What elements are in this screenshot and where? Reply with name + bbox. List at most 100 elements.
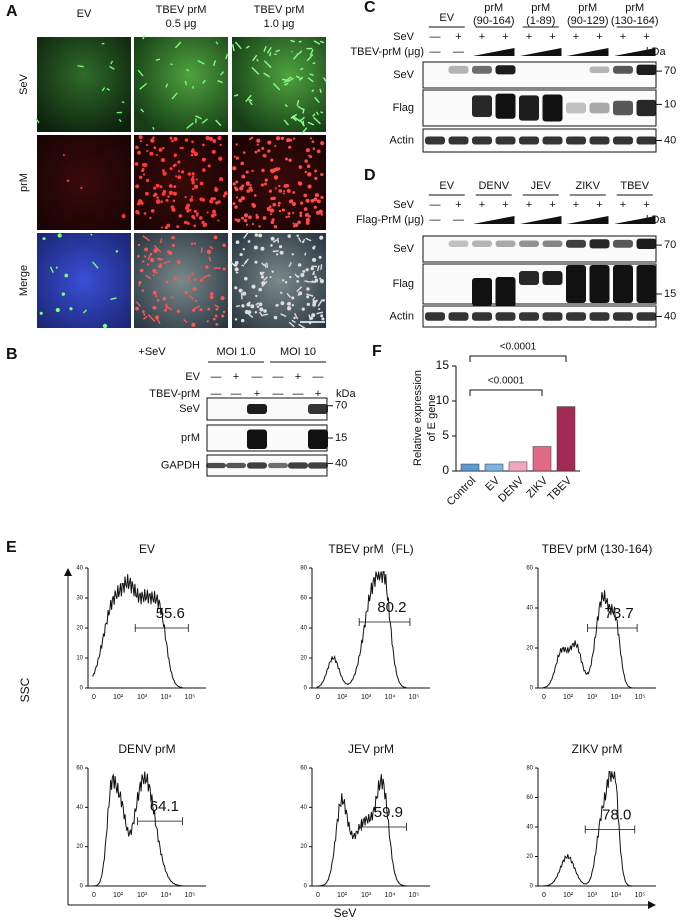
x-tick-label: 10³ [361, 892, 372, 899]
signal [245, 170, 249, 174]
signal [191, 322, 196, 327]
row-label: EV [185, 371, 200, 383]
signal [241, 184, 245, 188]
dose-triangle [520, 48, 562, 56]
signal [193, 184, 199, 189]
significance-label: <0.0001 [488, 376, 525, 387]
signal [272, 250, 279, 253]
signal [137, 150, 141, 155]
signal [143, 312, 146, 316]
row-label: TBEV-prM (μg) [350, 46, 424, 58]
band [542, 240, 563, 248]
signal [209, 199, 214, 204]
signal [302, 269, 306, 273]
signal [304, 280, 310, 283]
signal [214, 186, 217, 190]
signal [285, 157, 288, 161]
signal [222, 310, 226, 314]
signal [175, 175, 178, 178]
row-label: SeV [18, 73, 30, 94]
signal [278, 184, 281, 188]
signal [168, 184, 173, 188]
signal [184, 290, 189, 295]
signal [201, 274, 210, 280]
signal [306, 293, 314, 297]
signal [241, 174, 246, 179]
signal [139, 175, 143, 179]
signal [284, 104, 288, 108]
signal [312, 302, 316, 307]
signal [102, 323, 108, 329]
y-tick-label: 0 [80, 686, 84, 692]
signal [234, 263, 238, 267]
signal [185, 206, 190, 211]
panel-label: D [364, 167, 376, 184]
group-label: EV [439, 12, 454, 24]
band [247, 429, 267, 450]
signal [260, 246, 265, 251]
signal [220, 71, 225, 76]
signal [234, 318, 238, 321]
signal [281, 208, 286, 212]
signal [190, 149, 195, 154]
x-tick-label: 10² [563, 694, 574, 701]
signal [298, 40, 302, 43]
signal [252, 203, 257, 208]
band [448, 136, 469, 145]
x-tick-label: 10³ [137, 694, 148, 701]
signal [255, 302, 259, 306]
signal [167, 195, 170, 198]
band [566, 102, 586, 114]
band [636, 238, 657, 249]
signal [258, 287, 262, 292]
signal [138, 135, 143, 140]
signal [291, 253, 295, 256]
signal [207, 164, 211, 168]
signal [310, 266, 314, 271]
y-tick-label: 40 [526, 825, 533, 831]
band [636, 312, 657, 321]
sign: — [211, 371, 222, 383]
signal [288, 158, 292, 162]
signal [180, 170, 185, 174]
signal [258, 225, 261, 228]
signal [283, 190, 286, 193]
signal [166, 223, 171, 228]
kda-marker: 40 [664, 134, 676, 146]
gate [134, 624, 189, 632]
band [495, 136, 516, 145]
signal [259, 307, 264, 312]
signal [170, 63, 173, 66]
signal [312, 147, 316, 150]
signal [307, 184, 312, 189]
signal [263, 60, 272, 69]
signal [161, 191, 166, 196]
signal [248, 99, 253, 102]
signal [137, 69, 144, 77]
signal [283, 184, 288, 188]
signal [234, 267, 239, 272]
signal [305, 268, 309, 272]
signal [208, 136, 214, 141]
y-tick-label: 20 [526, 646, 533, 652]
signal [173, 137, 178, 142]
band [425, 312, 445, 321]
band [472, 278, 492, 306]
group-label: prM [531, 2, 550, 14]
signal [142, 235, 151, 242]
column-header: TBEV prM [254, 4, 305, 16]
signal [154, 271, 158, 274]
signal [270, 158, 274, 162]
signal [177, 175, 182, 180]
signal [221, 314, 225, 318]
sign: + [573, 199, 579, 211]
signal [134, 162, 139, 166]
signal [320, 111, 324, 114]
signal [261, 168, 265, 173]
sign: + [549, 31, 555, 43]
x-tick-label: 10² [337, 694, 348, 701]
panel-label: F [372, 343, 382, 360]
signal [190, 153, 194, 157]
signal [244, 276, 248, 281]
